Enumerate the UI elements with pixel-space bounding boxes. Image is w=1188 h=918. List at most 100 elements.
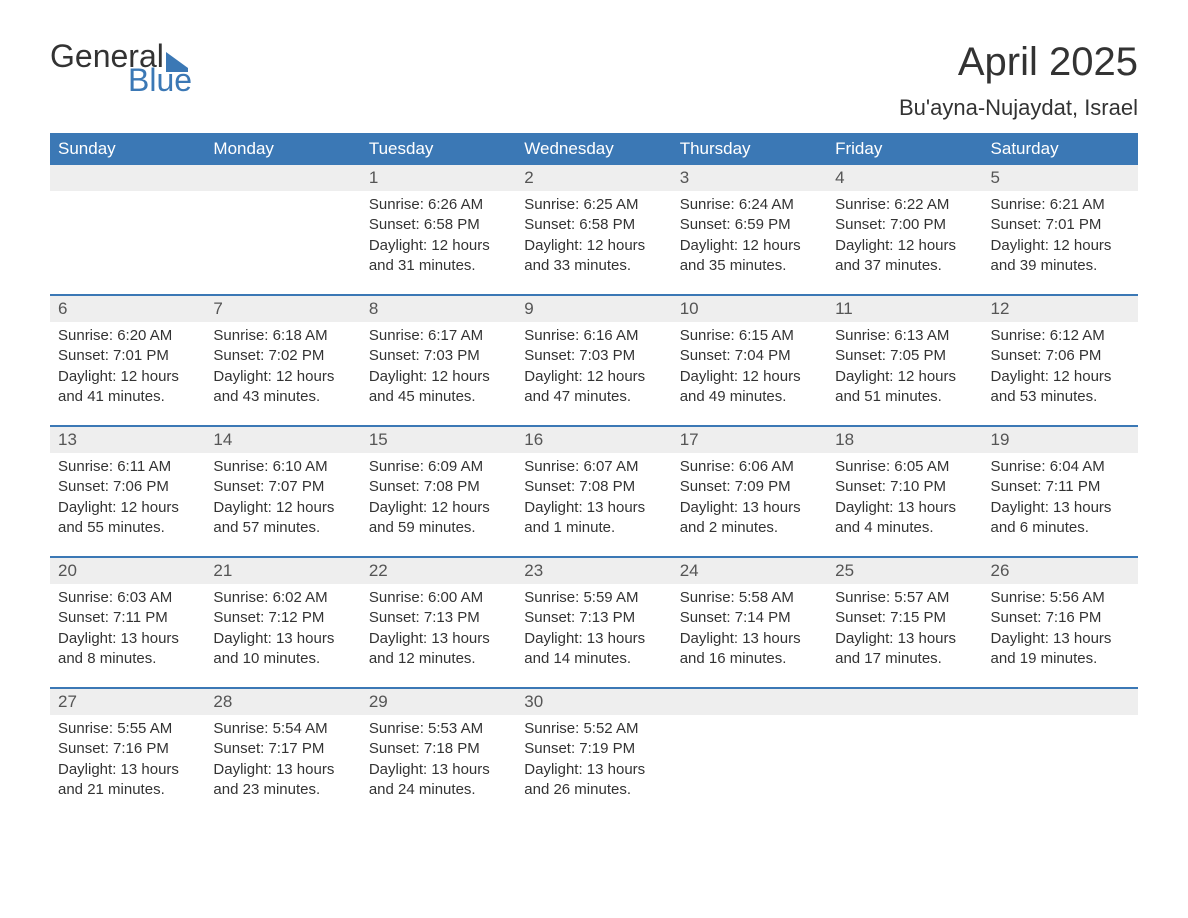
daylight-line: Daylight: 12 hours and 31 minutes. xyxy=(369,236,508,277)
day-number-row: 4 xyxy=(827,165,982,191)
day-number: 23 xyxy=(524,561,543,580)
day-cell: 12 Sunrise: 6:12 AMSunset: 7:06 PMDayligh… xyxy=(983,296,1138,425)
day-cell: 6 Sunrise: 6:20 AMSunset: 7:01 PMDaylight… xyxy=(50,296,205,425)
day-number-row: 29 xyxy=(361,689,516,715)
sunset-line: Sunset: 7:04 PM xyxy=(680,346,819,366)
day-number: 27 xyxy=(58,692,77,711)
sunrise-line: Sunrise: 6:25 AM xyxy=(524,195,663,215)
day-header-cell: Wednesday xyxy=(516,133,671,165)
day-cell: 2Sunrise: 6:25 AMSunset: 6:58 PMDaylight… xyxy=(516,165,671,294)
day-cell: 20Sunrise: 6:03 AMSunset: 7:11 PMDayligh… xyxy=(50,558,205,687)
sunset-line: Sunset: 7:13 PM xyxy=(524,608,663,628)
day-body: Sunrise: 6:24 AMSunset: 6:59 PMDaylight:… xyxy=(672,191,827,276)
sunrise-line: Sunrise: 5:52 AM xyxy=(524,719,663,739)
day-cell: 23Sunrise: 5:59 AMSunset: 7:13 PMDayligh… xyxy=(516,558,671,687)
sunset-line: Sunset: 7:08 PM xyxy=(524,477,663,497)
sunrise-line: Sunrise: 6:18 AM xyxy=(213,326,352,346)
sunset-line: Sunset: 7:06 PM xyxy=(991,346,1130,366)
daylight-line: Daylight: 13 hours and 24 minutes. xyxy=(369,760,508,801)
sunset-line: Sunset: 6:58 PM xyxy=(524,215,663,235)
day-number: 29 xyxy=(369,692,388,711)
day-body: Sunrise: 6:26 AMSunset: 6:58 PMDaylight:… xyxy=(361,191,516,276)
day-number: 5 xyxy=(991,168,1000,187)
daylight-line: Daylight: 13 hours and 12 minutes. xyxy=(369,629,508,670)
sunset-line: Sunset: 7:01 PM xyxy=(58,346,197,366)
sunset-line: Sunset: 7:11 PM xyxy=(58,608,197,628)
day-cell: 29Sunrise: 5:53 AMSunset: 7:18 PMDayligh… xyxy=(361,689,516,818)
day-cell: 11Sunrise: 6:13 AMSunset: 7:05 PMDayligh… xyxy=(827,296,982,425)
day-cell: 19Sunrise: 6:04 AMSunset: 7:11 PMDayligh… xyxy=(983,427,1138,556)
day-number-row: 9 xyxy=(516,296,671,322)
day-number-row: 1 xyxy=(361,165,516,191)
sunset-line: Sunset: 7:09 PM xyxy=(680,477,819,497)
day-cell: 3 Sunrise: 6:24 AMSunset: 6:59 PMDaylight… xyxy=(672,165,827,294)
sunset-line: Sunset: 7:05 PM xyxy=(835,346,974,366)
sunset-line: Sunset: 7:16 PM xyxy=(991,608,1130,628)
day-header-row: SundayMondayTuesdayWednesdayThursdayFrid… xyxy=(50,133,1138,165)
daylight-line: Daylight: 13 hours and 2 minutes. xyxy=(680,498,819,539)
day-body: Sunrise: 6:20 AMSunset: 7:01 PMDaylight:… xyxy=(50,322,205,407)
sunset-line: Sunset: 7:06 PM xyxy=(58,477,197,497)
day-body: Sunrise: 5:52 AMSunset: 7:19 PMDaylight:… xyxy=(516,715,671,800)
day-number-row xyxy=(205,165,360,191)
day-cell: 13Sunrise: 6:11 AMSunset: 7:06 PMDayligh… xyxy=(50,427,205,556)
day-cell: 18 Sunrise: 6:05 AMSunset: 7:10 PMDayligh… xyxy=(827,427,982,556)
title-block: April 2025 Bu'ayna-Nujaydat, Israel xyxy=(899,40,1138,121)
sunset-line: Sunset: 7:17 PM xyxy=(213,739,352,759)
day-cell: 16Sunrise: 6:07 AMSunset: 7:08 PMDayligh… xyxy=(516,427,671,556)
daylight-line: Daylight: 12 hours and 55 minutes. xyxy=(58,498,197,539)
calendar: SundayMondayTuesdayWednesdayThursdayFrid… xyxy=(50,133,1138,818)
day-number-row: 3 xyxy=(672,165,827,191)
day-number: 8 xyxy=(369,299,378,318)
day-number: 22 xyxy=(369,561,388,580)
sunset-line: Sunset: 7:14 PM xyxy=(680,608,819,628)
day-cell: 9Sunrise: 6:16 AMSunset: 7:03 PMDaylight… xyxy=(516,296,671,425)
day-number: 1 xyxy=(369,168,378,187)
sunset-line: Sunset: 6:58 PM xyxy=(369,215,508,235)
sunrise-line: Sunrise: 5:57 AM xyxy=(835,588,974,608)
day-number-row xyxy=(827,689,982,715)
day-cell: 27 Sunrise: 5:55 AMSunset: 7:16 PMDayligh… xyxy=(50,689,205,818)
sunset-line: Sunset: 7:03 PM xyxy=(524,346,663,366)
sunrise-line: Sunrise: 6:07 AM xyxy=(524,457,663,477)
sunrise-line: Sunrise: 5:58 AM xyxy=(680,588,819,608)
day-number: 18 xyxy=(835,430,854,449)
day-header-cell: Tuesday xyxy=(361,133,516,165)
sunrise-line: Sunrise: 5:59 AM xyxy=(524,588,663,608)
day-body: Sunrise: 6:06 AMSunset: 7:09 PMDaylight:… xyxy=(672,453,827,538)
day-number-row: 2 xyxy=(516,165,671,191)
day-cell: 4Sunrise: 6:22 AMSunset: 7:00 PMDaylight… xyxy=(827,165,982,294)
day-number: 9 xyxy=(524,299,533,318)
day-header-cell: Monday xyxy=(205,133,360,165)
sunset-line: Sunset: 7:10 PM xyxy=(835,477,974,497)
day-number-row: 24 xyxy=(672,558,827,584)
sunrise-line: Sunrise: 6:24 AM xyxy=(680,195,819,215)
day-number-row: 12 xyxy=(983,296,1138,322)
day-body: Sunrise: 6:12 AMSunset: 7:06 PMDaylight:… xyxy=(983,322,1138,407)
day-number: 21 xyxy=(213,561,232,580)
week-row: 13Sunrise: 6:11 AMSunset: 7:06 PMDayligh… xyxy=(50,425,1138,556)
day-number: 24 xyxy=(680,561,699,580)
day-cell: 30Sunrise: 5:52 AMSunset: 7:19 PMDayligh… xyxy=(516,689,671,818)
day-body: Sunrise: 5:54 AMSunset: 7:17 PMDaylight:… xyxy=(205,715,360,800)
day-cell xyxy=(50,165,205,294)
sunrise-line: Sunrise: 5:53 AM xyxy=(369,719,508,739)
sunrise-line: Sunrise: 6:00 AM xyxy=(369,588,508,608)
day-number: 6 xyxy=(58,299,67,318)
daylight-line: Daylight: 12 hours and 45 minutes. xyxy=(369,367,508,408)
day-body: Sunrise: 5:58 AMSunset: 7:14 PMDaylight:… xyxy=(672,584,827,669)
sunrise-line: Sunrise: 6:12 AM xyxy=(991,326,1130,346)
sunset-line: Sunset: 7:12 PM xyxy=(213,608,352,628)
day-number: 3 xyxy=(680,168,689,187)
day-body: Sunrise: 6:05 AMSunset: 7:10 PMDaylight:… xyxy=(827,453,982,538)
day-number-row: 17 xyxy=(672,427,827,453)
day-number: 2 xyxy=(524,168,533,187)
day-cell: 14Sunrise: 6:10 AMSunset: 7:07 PMDayligh… xyxy=(205,427,360,556)
day-body: Sunrise: 5:55 AMSunset: 7:16 PMDaylight:… xyxy=(50,715,205,800)
logo: General Blue xyxy=(50,40,192,96)
daylight-line: Daylight: 13 hours and 17 minutes. xyxy=(835,629,974,670)
day-number: 12 xyxy=(991,299,1010,318)
day-cell: 15Sunrise: 6:09 AMSunset: 7:08 PMDayligh… xyxy=(361,427,516,556)
day-number-row: 16 xyxy=(516,427,671,453)
day-number-row: 22 xyxy=(361,558,516,584)
